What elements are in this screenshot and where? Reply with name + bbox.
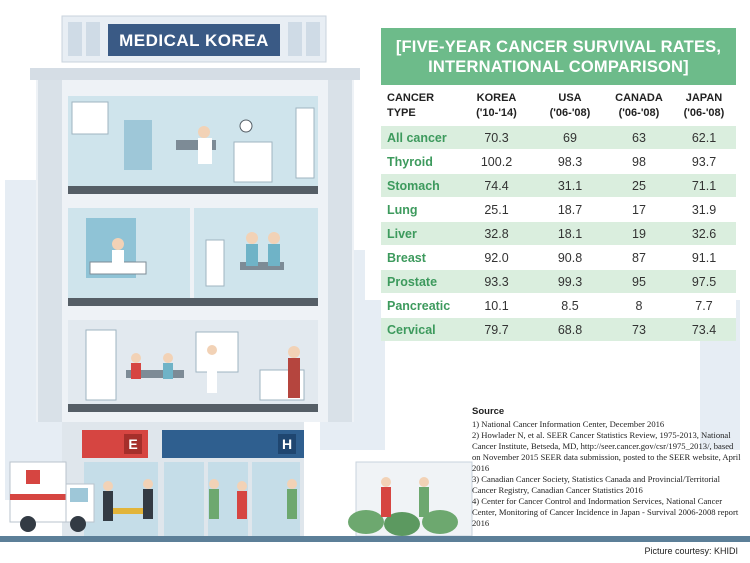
header-cancer-type-label: CANCER TYPE — [387, 92, 435, 119]
usa-cell: 18.1 — [534, 221, 606, 246]
korea-cell: 79.7 — [459, 317, 534, 341]
korea-cell: 100.2 — [459, 149, 534, 174]
survival-rate-table: CANCER TYPE KOREA ('10-'14) USA ('06-'08) … — [381, 85, 736, 341]
japan-cell: 71.1 — [672, 173, 736, 198]
table-row: Liver 32.8 18.1 19 32.6 — [381, 221, 736, 246]
canada-cell: 63 — [606, 125, 672, 150]
japan-cell: 62.1 — [672, 125, 736, 150]
usa-cell: 8.5 — [534, 293, 606, 318]
floor-waiting-room — [68, 320, 318, 412]
garden — [348, 461, 473, 537]
source-item: 2) Howlader N, et al. SEER Cancer Statis… — [472, 430, 741, 473]
korea-cell: 92.0 — [459, 245, 534, 270]
japan-cell: 7.7 — [672, 293, 736, 318]
canada-cell: 8 — [606, 293, 672, 318]
usa-cell: 69 — [534, 125, 606, 150]
korea-cell: 93.3 — [459, 269, 534, 294]
table-title: [FIVE-YEAR CANCER SURVIVAL RATES, INTERN… — [381, 28, 736, 85]
floor-surgery-ward — [68, 208, 318, 306]
usa-cell: 90.8 — [534, 245, 606, 270]
usa-cell: 68.8 — [534, 317, 606, 341]
table-row: Prostate 93.3 99.3 95 97.5 — [381, 269, 736, 294]
table-header: CANCER TYPE KOREA ('10-'14) USA ('06-'08) … — [381, 85, 736, 126]
japan-cell: 91.1 — [672, 245, 736, 270]
picture-credit: Picture courtesy: KHIDI — [644, 546, 738, 556]
canada-cell: 87 — [606, 245, 672, 270]
header-cancer-type: CANCER TYPE — [381, 85, 459, 126]
table-title-line-2: INTERNATIONAL COMPARISON] — [428, 58, 689, 76]
hospital-name: MEDICAL KOREA — [119, 31, 269, 50]
source-item: 3) Canadian Cancer Society, Statistics C… — [472, 474, 720, 495]
header-usa: USA ('06-'08) — [534, 85, 606, 126]
canada-cell: 73 — [606, 317, 672, 341]
usa-cell: 18.7 — [534, 197, 606, 222]
canada-cell: 95 — [606, 269, 672, 294]
usa-cell: 31.1 — [534, 173, 606, 198]
table-row: Pancreatic 10.1 8.5 8 7.7 — [381, 293, 736, 318]
japan-cell: 31.9 — [672, 197, 736, 222]
header-japan: JAPAN ('06-'08) — [672, 85, 736, 126]
japan-cell: 73.4 — [672, 317, 736, 341]
japan-cell: 97.5 — [672, 269, 736, 294]
header-korea: KOREA ('10-'14) — [459, 85, 534, 126]
table-body: All cancer 70.3 69 63 62.1 Thyroid 100.2 98.3 9… — [381, 125, 736, 341]
hospital-sign: H — [282, 436, 292, 452]
usa-cell: 99.3 — [534, 269, 606, 294]
cancer-type-cell: All cancer — [381, 125, 459, 150]
building: E H — [0, 68, 750, 542]
canada-cell: 25 — [606, 173, 672, 198]
ambulance — [9, 461, 95, 532]
cancer-type-cell: Cervical — [381, 317, 459, 341]
table-row: Cervical 79.7 68.8 73 73.4 — [381, 317, 736, 341]
korea-cell: 25.1 — [459, 197, 534, 222]
table-row: Lung 25.1 18.7 17 31.9 — [381, 197, 736, 222]
rooftop-sign: MEDICAL KOREA — [61, 15, 327, 63]
source-title: Source — [472, 406, 505, 417]
korea-cell: 74.4 — [459, 173, 534, 198]
emergency-sign: E — [128, 436, 137, 452]
header-usa-period: ('06-'08) — [549, 107, 591, 119]
survival-rate-table-panel: [FIVE-YEAR CANCER SURVIVAL RATES, INTERN… — [381, 28, 736, 341]
cancer-type-cell: Liver — [381, 221, 459, 246]
usa-cell: 98.3 — [534, 149, 606, 174]
table-row: Thyroid 100.2 98.3 98 93.7 — [381, 149, 736, 174]
floor-exam-room — [68, 96, 318, 194]
header-canada: CANADA ('06-'08) — [606, 85, 672, 126]
header-canada-period: ('06-'08) — [618, 107, 660, 119]
cancer-type-cell: Lung — [381, 197, 459, 222]
ground-line — [0, 536, 750, 542]
japan-cell: 32.6 — [672, 221, 736, 246]
canada-cell: 19 — [606, 221, 672, 246]
cancer-type-cell: Stomach — [381, 173, 459, 198]
header-japan-period: ('06-'08) — [683, 107, 725, 119]
source-item: 1) National Cancer Information Center, D… — [472, 419, 665, 429]
source-notes: Source 1) National Cancer Information Ce… — [472, 406, 744, 529]
cancer-type-cell: Breast — [381, 245, 459, 270]
cancer-type-cell: Pancreatic — [381, 293, 459, 318]
japan-cell: 93.7 — [672, 149, 736, 174]
table-row: All cancer 70.3 69 63 62.1 — [381, 125, 736, 150]
canada-cell: 98 — [606, 149, 672, 174]
header-usa-label: USA — [558, 92, 582, 104]
table-row: Breast 92.0 90.8 87 91.1 — [381, 245, 736, 270]
ground-floor: E H — [62, 422, 304, 540]
header-japan-label: JAPAN — [685, 92, 723, 104]
header-canada-label: CANADA — [615, 92, 663, 104]
korea-cell: 32.8 — [459, 221, 534, 246]
source-item: 4) Center for Cancer Control and Indorma… — [472, 496, 739, 528]
korea-cell: 10.1 — [459, 293, 534, 318]
table-row: Stomach 74.4 31.1 25 71.1 — [381, 173, 736, 198]
canada-cell: 17 — [606, 197, 672, 222]
header-korea-label: KOREA — [476, 92, 517, 104]
korea-cell: 70.3 — [459, 125, 534, 150]
header-korea-period: ('10-'14) — [476, 107, 517, 119]
table-title-line-1: [FIVE-YEAR CANCER SURVIVAL RATES, — [395, 38, 722, 56]
cancer-type-cell: Prostate — [381, 269, 459, 294]
cancer-type-cell: Thyroid — [381, 149, 459, 174]
